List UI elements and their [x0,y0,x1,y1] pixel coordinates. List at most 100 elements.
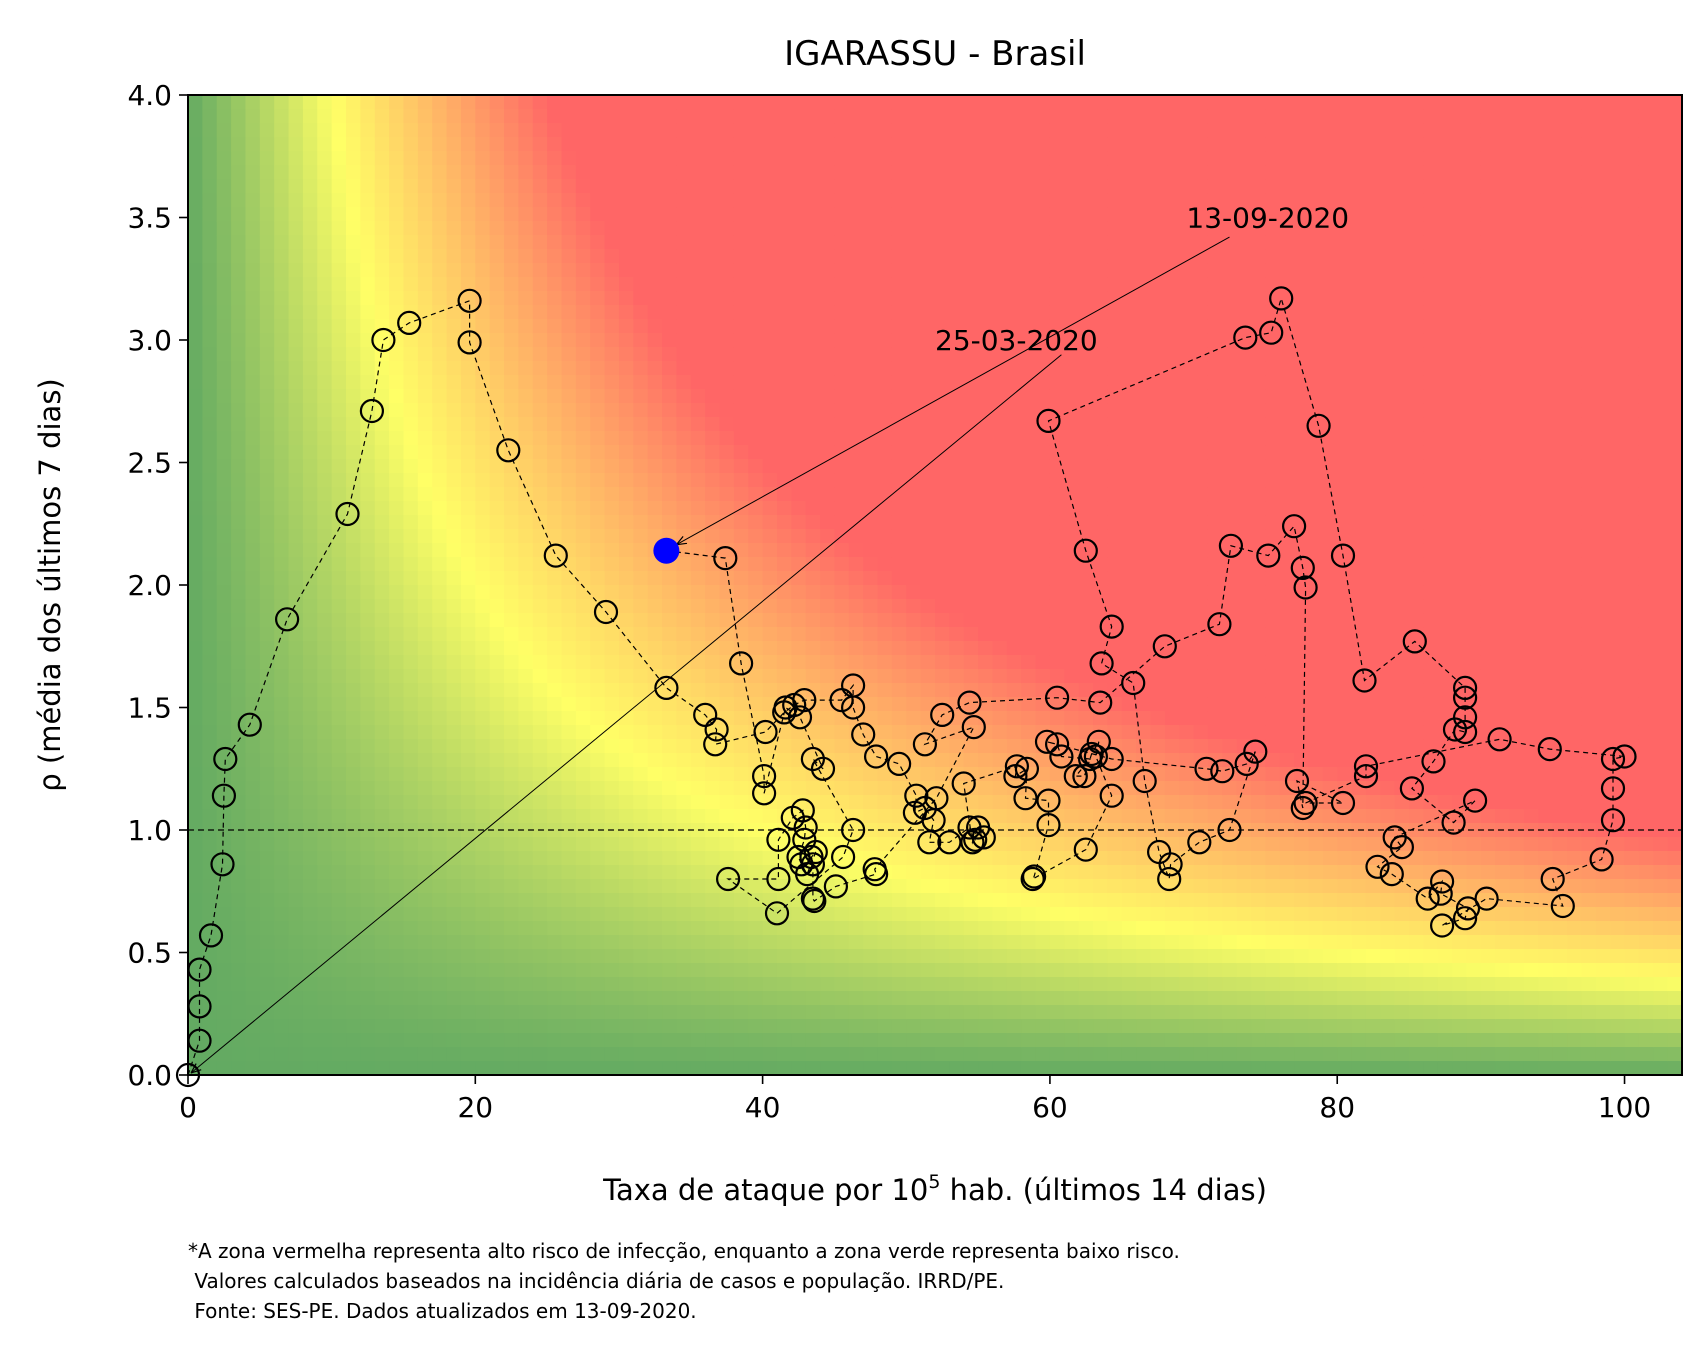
heatmap-cell [360,277,376,292]
heatmap-cell [877,1033,893,1048]
heatmap-cell [460,95,476,110]
heatmap-cell [604,809,620,824]
heatmap-cell [776,991,792,1006]
heatmap-cell [906,613,922,628]
heatmap-cell [647,599,663,614]
heatmap-cell [992,1033,1008,1048]
heatmap-cell [302,613,318,628]
heatmap-cell [1049,669,1065,684]
heatmap-cell [618,431,634,446]
heatmap-cell [820,571,836,586]
heatmap-cell [1064,487,1080,502]
heatmap-cell [705,753,721,768]
heatmap-cell [389,809,405,824]
heatmap-cell [618,417,634,432]
heatmap-cell [346,207,361,222]
heatmap-cell [374,963,390,978]
heatmap-cell [1078,823,1094,838]
heatmap-cell [446,669,462,684]
heatmap-cell [662,389,678,404]
heatmap-cell [547,165,563,180]
heatmap-cell [274,501,290,516]
heatmap-cell [259,1033,275,1048]
heatmap-cell [820,963,836,978]
heatmap-cell [604,725,620,740]
heatmap-cell [561,725,577,740]
heatmap-cell [489,571,505,586]
heatmap-cell [992,837,1008,852]
heatmap-cell [475,501,491,516]
heatmap-cell [935,921,950,936]
heatmap-cell [518,445,534,460]
heatmap-cell [317,613,333,628]
heatmap-cell [1006,809,1022,824]
heatmap-cell [532,375,548,390]
heatmap-cell [518,1019,534,1034]
heatmap-cell [1035,753,1051,768]
heatmap-cell [935,207,950,222]
heatmap-cell [575,151,591,166]
heatmap-cell [274,725,290,740]
heatmap-cell [245,907,261,922]
heatmap-cell [863,697,879,712]
heatmap-cell [432,907,448,922]
heatmap-cell [748,487,764,502]
heatmap-cell [302,1033,318,1048]
heatmap-cell [403,585,419,600]
heatmap-cell [331,991,347,1006]
heatmap-cell [791,781,807,796]
heatmap-cell [877,347,893,362]
heatmap-cell [216,571,232,586]
heatmap-cell [417,683,433,698]
heatmap-cell [561,585,577,600]
heatmap-cell [532,207,548,222]
heatmap-cell [963,431,979,446]
heatmap-cell [245,305,261,320]
heatmap-cell [863,445,879,460]
heatmap-cell [1093,529,1108,544]
heatmap-cell [863,781,879,796]
heatmap-cell [245,431,261,446]
heatmap-cell [877,109,893,124]
heatmap-cell [748,543,764,558]
heatmap-cell [776,347,792,362]
heatmap-cell [575,543,591,558]
heatmap-cell [288,949,304,964]
heatmap-cell [891,627,907,642]
heatmap-cell [288,613,304,628]
heatmap-cell [475,347,491,362]
heatmap-cell [690,95,706,110]
heatmap-cell [1035,655,1051,670]
heatmap-cell [618,263,634,278]
heatmap-cell [992,879,1008,894]
heatmap-cell [748,347,764,362]
heatmap-cell [245,375,261,390]
heatmap-cell [1021,389,1037,404]
heatmap-cell [590,949,606,964]
heatmap-cell [848,333,864,348]
heatmap-cell [705,865,721,880]
heatmap-cell [1049,865,1065,880]
heatmap-cell [302,221,318,236]
heatmap-cell [705,557,721,572]
heatmap-cell [1179,305,1195,320]
heatmap-cell [1136,501,1152,516]
heatmap-cell [331,487,347,502]
heatmap-cell [1035,361,1051,376]
heatmap-cell [317,207,333,222]
heatmap-cell [432,529,448,544]
heatmap-cell [346,865,361,880]
heatmap-cell [690,893,706,908]
heatmap-cell [1021,697,1037,712]
heatmap-cell [575,431,591,446]
heatmap-cell [475,305,491,320]
heatmap-cell [288,543,304,558]
heatmap-cell [518,529,534,544]
heatmap-cell [561,445,577,460]
heatmap-cell [317,109,333,124]
heatmap-cell [532,837,548,852]
heatmap-cell [446,165,462,180]
heatmap-cell [662,907,678,922]
heatmap-cell [188,389,203,404]
heatmap-cell [1049,277,1065,292]
